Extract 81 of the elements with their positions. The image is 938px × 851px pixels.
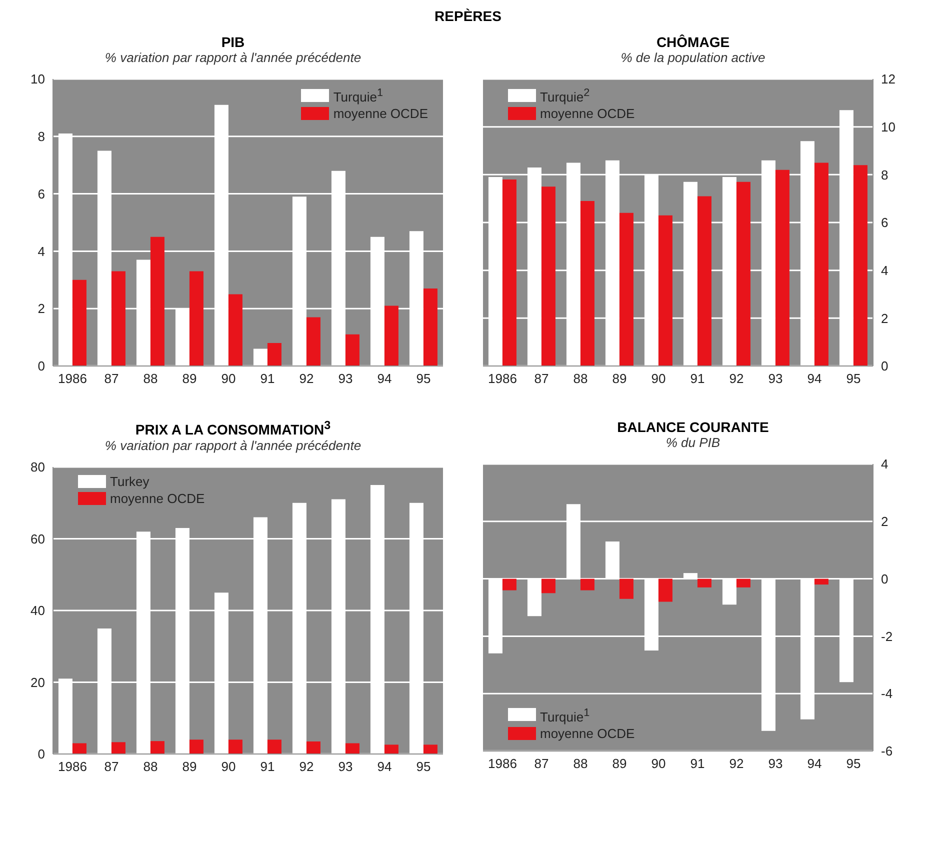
x-tick-label: 90 — [651, 756, 666, 772]
legend-label: Turquie$^{1}$ — [540, 706, 590, 725]
y-tick-label: 0 — [38, 746, 45, 762]
x-tick-label: 89 — [182, 371, 197, 386]
legend-label: Turquie$^{1}$ — [333, 86, 383, 106]
y-tick-label: 2 — [38, 301, 45, 316]
x-tick-label: 88 — [573, 371, 588, 386]
x-tick-label: 94 — [807, 371, 822, 386]
x-tick-label: 95 — [846, 371, 861, 386]
legend-label: moyenne OCDE — [540, 105, 635, 122]
x-tick-label: 93 — [338, 758, 353, 774]
y-tick-label: 10 — [30, 72, 45, 87]
legend-label: moyenne OCDE — [540, 725, 635, 742]
chart-title: CHÔMAGE — [655, 34, 731, 50]
chart-subtitle: % de la population active — [620, 50, 766, 65]
y2-tick-label: 4 — [881, 456, 888, 472]
chart-subtitle: % du PIB — [664, 435, 722, 450]
x-tick-label: 92 — [729, 371, 744, 386]
x-tick-label: 92 — [729, 756, 744, 772]
x-tick-label: 1986 — [488, 756, 517, 772]
x-tick-label: 93 — [768, 371, 783, 386]
x-tick-label: 92 — [299, 758, 314, 774]
x-tick-label: 90 — [221, 758, 236, 774]
y2-tick-label: -2 — [881, 628, 893, 644]
y2-tick-label: -4 — [881, 686, 893, 702]
x-tick-label: 91 — [260, 758, 275, 774]
x-tick-label: 88 — [143, 758, 158, 774]
chart-title: PIB — [220, 34, 246, 50]
y-tick-label: 8 — [38, 129, 45, 144]
x-tick-label: 1986 — [58, 758, 87, 774]
x-tick-label: 93 — [768, 756, 783, 772]
y2-tick-label: 0 — [881, 358, 888, 374]
chart-title: PRIX A LA CONSOMMATION$^{3}$ — [134, 419, 332, 438]
y2-tick-label: 6 — [881, 215, 888, 230]
x-tick-label: 89 — [182, 758, 197, 774]
y-tick-label: 4 — [38, 244, 45, 259]
x-tick-label: 88 — [143, 371, 158, 386]
y2-tick-label: 2 — [881, 310, 888, 326]
x-tick-label: 87 — [104, 371, 119, 386]
y-tick-label: 6 — [38, 186, 45, 202]
y-tick-label: 0 — [38, 358, 45, 374]
legend-label: Turquie$^{2}$ — [540, 86, 590, 106]
x-tick-label: 89 — [612, 756, 627, 772]
x-tick-label: 91 — [690, 756, 705, 772]
x-tick-label: 88 — [573, 756, 588, 772]
x-tick-label: 90 — [221, 371, 236, 386]
x-tick-label: 95 — [846, 756, 861, 772]
y-tick-label: 20 — [30, 674, 45, 690]
chart-subtitle: % variation par rapport à l'année précédente — [104, 50, 362, 65]
x-tick-label: 95 — [416, 758, 431, 774]
x-tick-label: 90 — [651, 371, 666, 386]
x-tick-label: 1986 — [58, 371, 87, 386]
y2-tick-label: 12 — [881, 72, 896, 87]
x-tick-label: 91 — [260, 371, 275, 386]
x-tick-label: 95 — [416, 371, 431, 386]
x-tick-label: 92 — [299, 371, 314, 386]
y2-tick-label: 10 — [881, 119, 896, 134]
y2-tick-label: 8 — [881, 167, 888, 182]
x-tick-label: 94 — [807, 756, 822, 772]
legend-label: moyenne OCDE — [333, 105, 428, 122]
legend-label: Turkey — [110, 472, 150, 490]
y2-tick-label: 0 — [881, 571, 888, 586]
x-tick-label: 94 — [377, 371, 392, 386]
y-tick-label: 80 — [30, 459, 45, 474]
chart-subtitle: % variation par rapport à l'année précédente — [104, 438, 362, 453]
y-tick-label: 60 — [30, 531, 45, 546]
x-tick-label: 94 — [377, 758, 392, 774]
x-tick-label: 1986 — [488, 371, 517, 386]
y2-tick-label: 4 — [881, 262, 888, 278]
chart-title: BALANCE COURANTE — [616, 419, 770, 435]
legend-label: moyenne OCDE — [110, 490, 205, 507]
x-tick-label: 91 — [690, 371, 705, 386]
y2-tick-label: 2 — [881, 514, 888, 530]
y-tick-label: 40 — [30, 602, 45, 618]
x-tick-label: 89 — [612, 371, 627, 386]
x-tick-label: 87 — [534, 371, 549, 386]
y2-tick-label: -6 — [881, 744, 893, 759]
x-tick-label: 87 — [534, 756, 549, 772]
x-tick-label: 87 — [104, 758, 119, 774]
x-tick-label: 93 — [338, 371, 353, 386]
text: REPÈRES — [434, 8, 502, 24]
